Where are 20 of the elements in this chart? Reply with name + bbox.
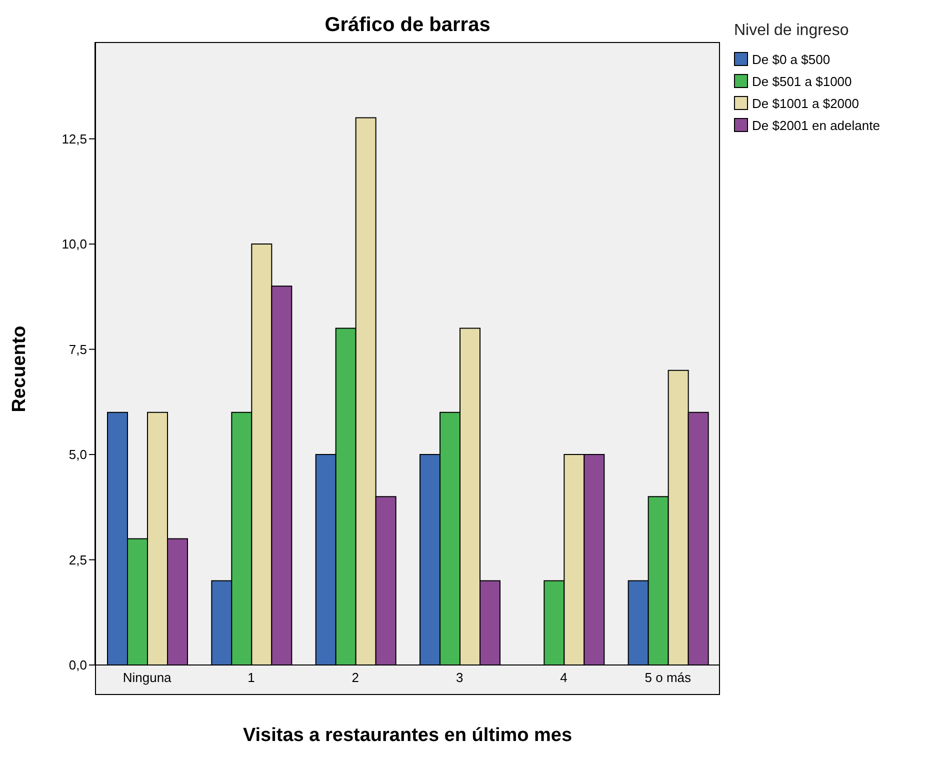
legend-title: Nivel de ingreso bbox=[734, 22, 850, 40]
legend-label: De $1001 a $2000 bbox=[752, 96, 859, 110]
y-tick-label: 12,5 bbox=[62, 131, 87, 146]
x-tick-label: 1 bbox=[248, 670, 255, 686]
y-tick-label: 5,0 bbox=[68, 447, 87, 462]
x-tick-label: 4 bbox=[560, 670, 568, 686]
y-axis-title: Recuento bbox=[9, 325, 31, 412]
y-tick-label: 10,0 bbox=[62, 236, 87, 252]
y-tick-label: 0,0 bbox=[68, 658, 87, 673]
legend-label: De $0 a $500 bbox=[752, 52, 830, 66]
x-tick-label: 2 bbox=[352, 670, 360, 686]
y-tick-label: 2,5 bbox=[68, 552, 87, 568]
legend-label: De $501 a $1000 bbox=[752, 74, 852, 88]
chart-title: Gráfico de barras bbox=[324, 14, 492, 37]
y-tick-label: 7,5 bbox=[68, 342, 87, 357]
x-tick-label: 5 o más bbox=[644, 670, 692, 686]
legend-label: De $2001 en adelante bbox=[752, 118, 880, 132]
x-axis-title: Visitas a restaurantes en último mes bbox=[242, 725, 574, 747]
x-tick-label: Ninguna bbox=[122, 670, 172, 686]
x-tick-label: 3 bbox=[456, 670, 464, 686]
